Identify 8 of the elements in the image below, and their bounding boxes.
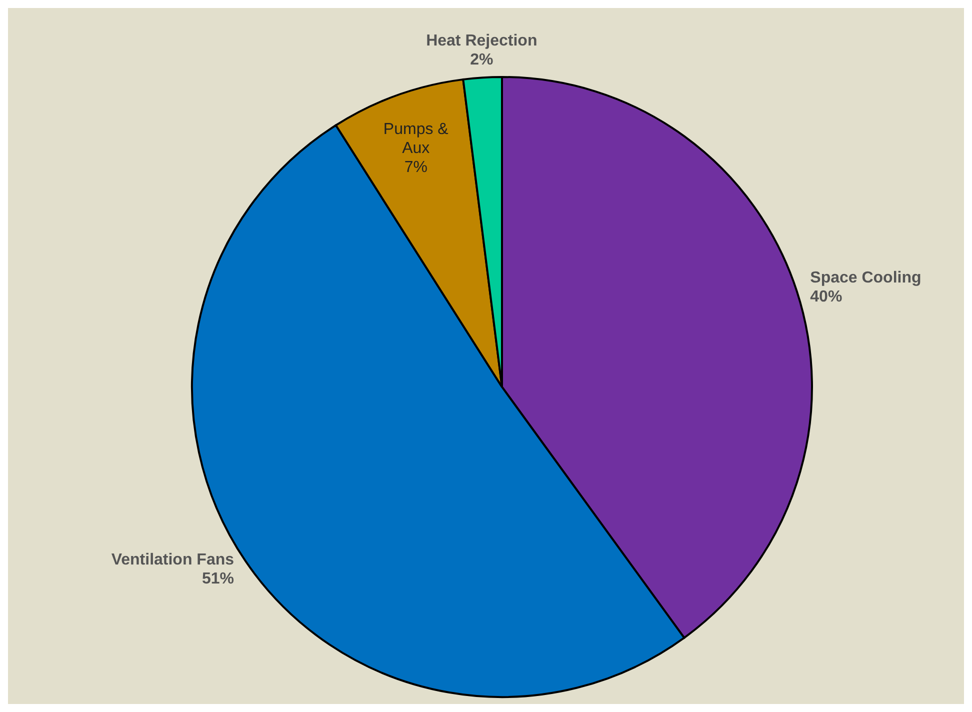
data-label: 7% — [404, 158, 428, 176]
slice-label: Ventilation Fans — [111, 551, 234, 568]
slice-label: Heat Rejection — [426, 32, 538, 50]
data-label: 51% — [202, 570, 234, 588]
slice-label: Pumps & Aux — [383, 120, 449, 156]
slice-label: Space Cooling — [810, 268, 922, 286]
data-label: 2% — [470, 51, 494, 68]
data-label: 40% — [810, 288, 842, 305]
